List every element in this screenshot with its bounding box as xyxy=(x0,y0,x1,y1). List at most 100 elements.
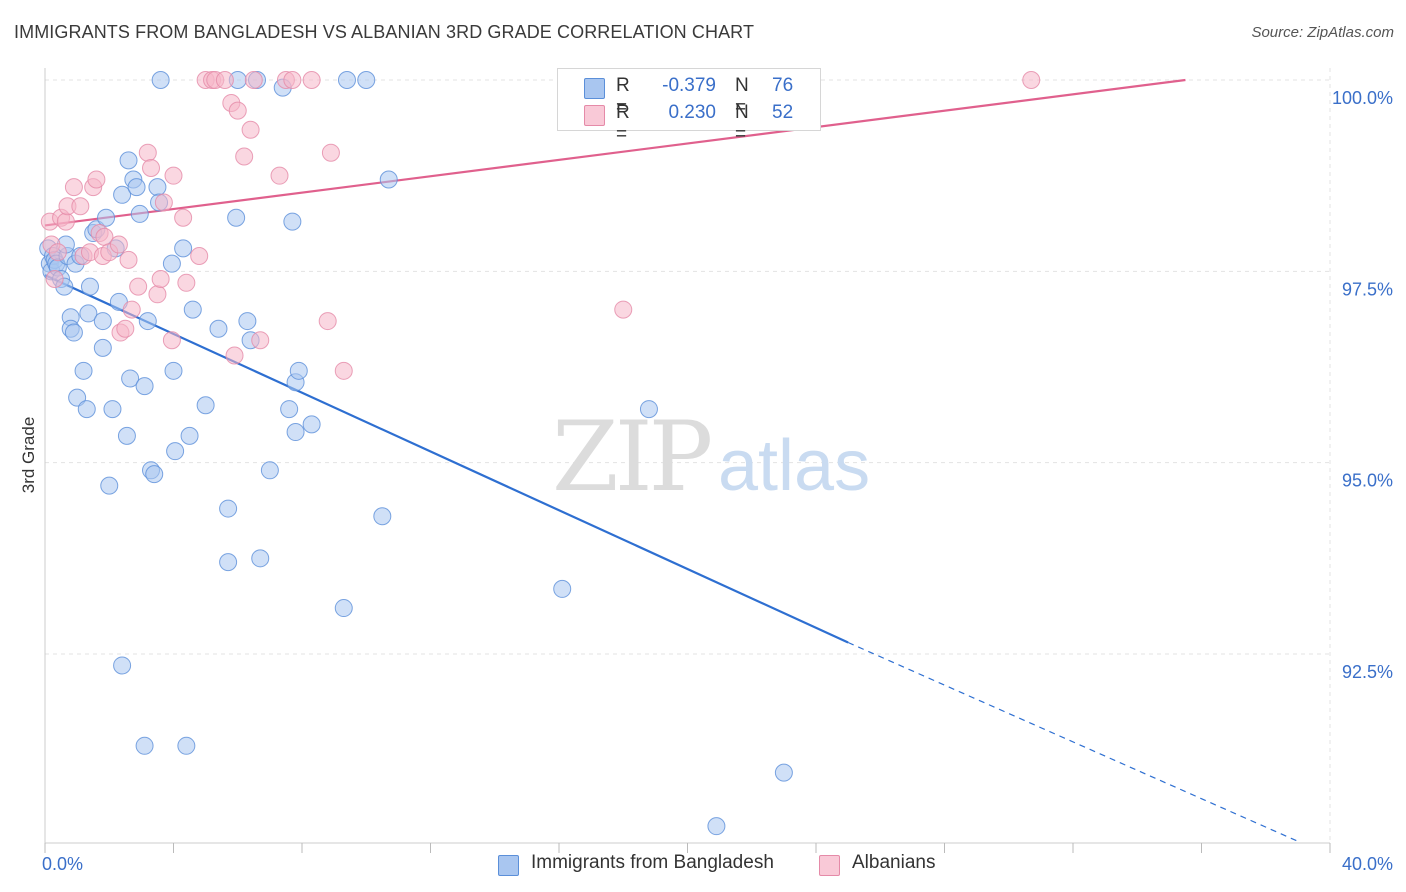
legend-r-value-albanians: 0.230 xyxy=(668,102,716,123)
bottom-legend-swatch-blue xyxy=(498,855,519,876)
bangladesh-point xyxy=(162,254,181,273)
bangladesh-point xyxy=(113,656,132,675)
x-tick-label: 40.0% xyxy=(1342,854,1393,874)
bangladesh-point xyxy=(151,71,170,89)
legend-n-label: N = xyxy=(735,75,749,118)
albanian-point xyxy=(235,147,254,166)
legend-r-label: R = xyxy=(616,102,630,145)
bottom-legend-swatch-pink xyxy=(819,855,840,876)
tick-labels: 100.0% 97.5% 95.0% 92.5% 0.0% 40.0% xyxy=(42,88,1393,874)
trend-line-albanians xyxy=(44,78,1186,227)
y-tick-label: 97.5% xyxy=(1342,279,1393,299)
legend-n-label: N = xyxy=(735,102,749,145)
bangladesh-point xyxy=(334,599,353,618)
bangladesh-point xyxy=(127,178,146,197)
bangladesh-point xyxy=(174,239,193,258)
source-label: Source: ZipAtlas.com xyxy=(1251,24,1394,41)
albanian-point xyxy=(190,247,209,266)
bangladesh-point xyxy=(209,319,228,338)
legend-r-label: R = xyxy=(616,75,630,118)
bangladesh-point xyxy=(707,817,726,836)
albanian-point xyxy=(64,178,83,197)
albanian-point xyxy=(138,143,157,162)
legend-n-value-bangladesh: 76 xyxy=(772,75,794,96)
bangladesh-point xyxy=(130,204,149,223)
bangladesh-point xyxy=(177,736,196,755)
albanian-point xyxy=(1022,71,1041,89)
albanian-point xyxy=(142,159,161,178)
albanian-point xyxy=(71,197,90,216)
albanian-point xyxy=(122,300,141,319)
bangladesh-point xyxy=(639,400,658,419)
y-tick-label: 100.0% xyxy=(1332,88,1393,108)
axes xyxy=(44,68,1331,853)
bangladesh-point xyxy=(166,442,185,461)
bangladesh-point xyxy=(357,71,376,89)
albanian-point xyxy=(283,71,302,89)
albanian-point xyxy=(109,235,128,254)
albanian-point xyxy=(48,243,67,262)
bangladesh-point xyxy=(286,423,305,442)
bangladesh-point xyxy=(113,185,132,204)
bangladesh-point xyxy=(79,304,98,323)
albanian-point xyxy=(225,346,244,365)
bangladesh-point xyxy=(80,277,99,296)
albanian-point xyxy=(177,273,196,292)
albanian-point xyxy=(614,300,633,319)
bangladesh-point xyxy=(553,579,572,598)
albanian-point xyxy=(241,120,260,139)
bangladesh-point xyxy=(238,312,257,331)
bangladesh-point xyxy=(117,426,136,445)
bangladesh-point xyxy=(183,300,202,319)
albanian-point xyxy=(129,277,148,296)
albanian-point xyxy=(154,193,173,212)
legend-box: R = -0.379 N = 76 R = 0.230 N = 52 xyxy=(557,68,821,145)
data-points xyxy=(39,71,1041,836)
albanian-point xyxy=(318,312,337,331)
albanian-point xyxy=(56,212,75,231)
bangladesh-point xyxy=(119,151,138,170)
bangladesh-point xyxy=(74,361,93,380)
bangladesh-point xyxy=(289,361,308,380)
bangladesh-point xyxy=(97,208,116,227)
bangladesh-point xyxy=(227,208,246,227)
albanian-point xyxy=(87,170,106,189)
bangladesh-point xyxy=(103,400,122,419)
chart-title: IMMIGRANTS FROM BANGLADESH VS ALBANIAN 3… xyxy=(14,22,755,42)
bangladesh-point xyxy=(196,396,215,415)
legend-n-value-albanians: 52 xyxy=(772,102,794,123)
bangladesh-point xyxy=(337,71,356,89)
albanian-point xyxy=(270,166,289,185)
albanian-point xyxy=(251,331,270,350)
albanian-point xyxy=(244,71,263,89)
bangladesh-point xyxy=(93,312,112,331)
bottom-legend-label-bangladesh: Immigrants from Bangladesh xyxy=(531,852,774,873)
x-tick-label: 0.0% xyxy=(42,854,83,874)
albanian-point xyxy=(174,208,193,227)
albanian-point xyxy=(164,166,183,185)
albanian-point xyxy=(116,319,135,338)
albanian-point xyxy=(334,361,353,380)
legend-swatch-pink xyxy=(584,105,605,126)
albanian-point xyxy=(119,250,138,269)
bangladesh-point xyxy=(283,212,302,231)
watermark: ZIP atlas xyxy=(552,401,870,513)
watermark-zip: ZIP xyxy=(552,401,711,513)
y-axis-label: 3rd Grade xyxy=(19,417,38,494)
albanian-point xyxy=(45,269,64,288)
y-tick-label: 95.0% xyxy=(1342,471,1393,491)
trend-line-bangladesh-extension xyxy=(847,641,1299,842)
albanian-point xyxy=(151,269,170,288)
bangladesh-point xyxy=(93,338,112,357)
bangladesh-point xyxy=(64,323,83,342)
bangladesh-point xyxy=(100,476,119,495)
albanian-point xyxy=(321,143,340,162)
albanian-point xyxy=(148,285,167,304)
bangladesh-point xyxy=(774,763,793,782)
bangladesh-point xyxy=(373,507,392,526)
albanian-point xyxy=(162,331,181,350)
bangladesh-point xyxy=(164,361,183,380)
bangladesh-point xyxy=(135,736,154,755)
y-tick-label: 92.5% xyxy=(1342,662,1393,682)
